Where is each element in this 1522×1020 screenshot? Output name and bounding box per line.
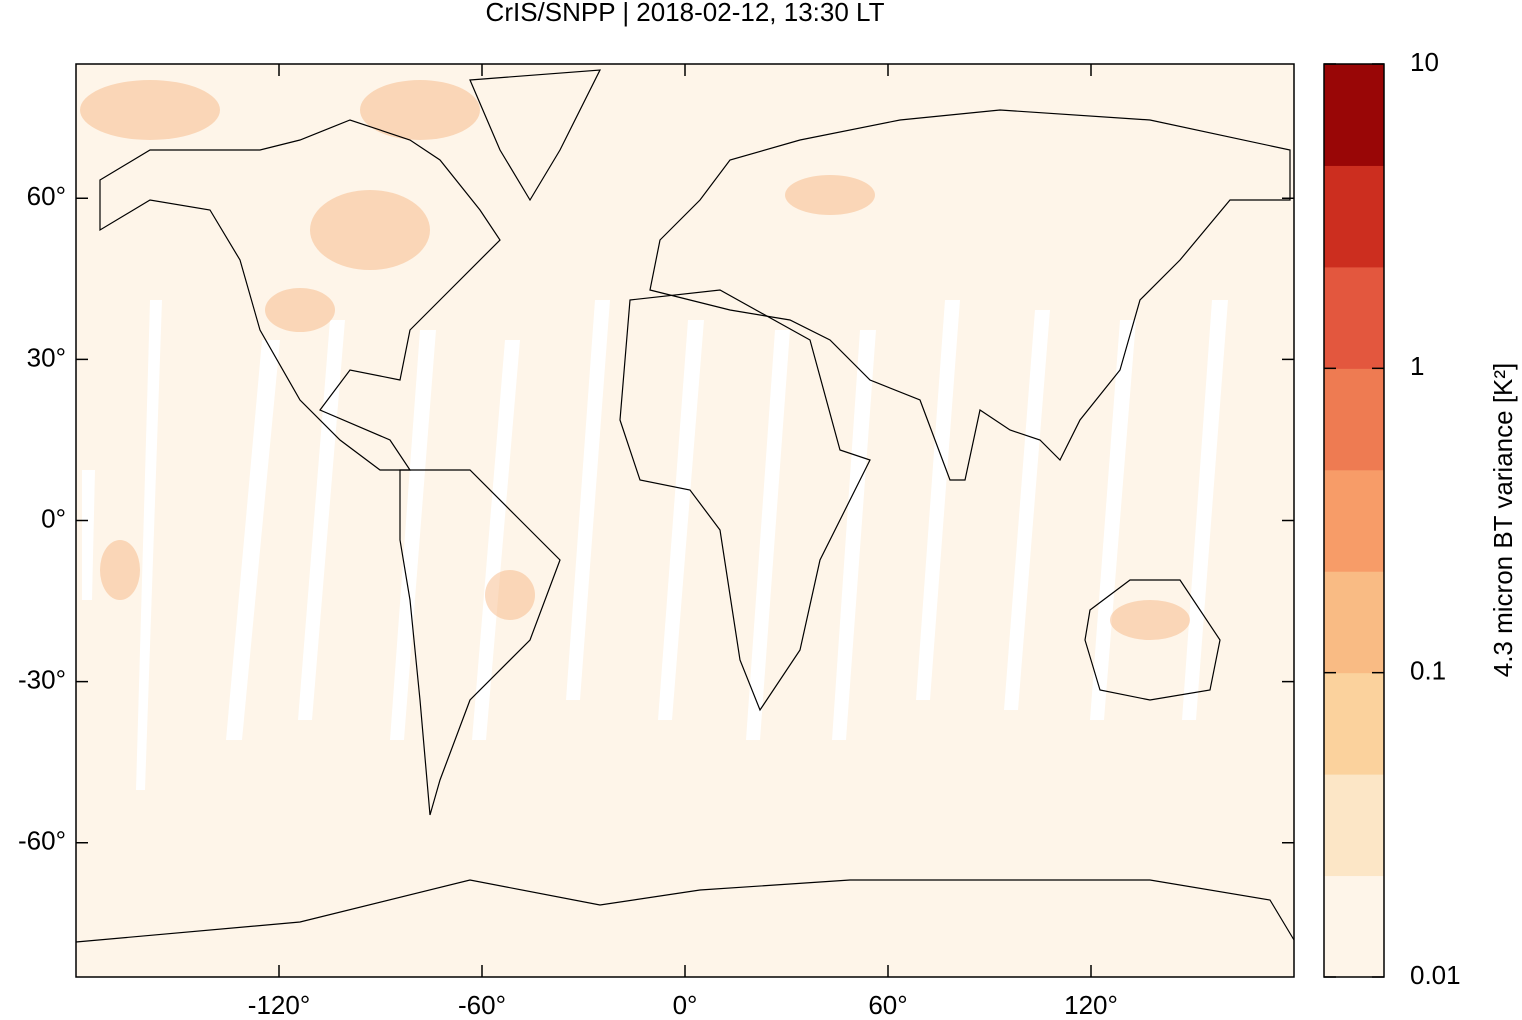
color-band — [1324, 672, 1384, 775]
x-tick-label: -120° — [248, 990, 310, 1020]
y-tick-label: -60° — [18, 826, 66, 856]
y-tick-label: -30° — [18, 664, 66, 694]
color-band — [1324, 165, 1384, 268]
y-tick-label: 30° — [27, 342, 66, 372]
y-tick-label: 0° — [41, 503, 66, 533]
color-band — [1324, 774, 1384, 877]
x-tick-label: 120° — [1064, 990, 1118, 1020]
colorbar-frame — [1323, 63, 1385, 978]
colorbar-tick-label: 0.01 — [1410, 960, 1461, 990]
color-band — [1324, 64, 1384, 166]
colorbar-tick-label: 10 — [1410, 47, 1439, 77]
chart-title: CrIS/SNPP | 2018-02-12, 13:30 LT — [486, 0, 885, 27]
x-tick-label: -60° — [458, 990, 506, 1020]
colorbar-tick-label: 0.1 — [1410, 656, 1446, 686]
colorbar-tick-label: 1 — [1410, 351, 1424, 381]
color-band — [1324, 469, 1384, 572]
data-gaps — [82, 300, 1228, 790]
color-band — [1324, 571, 1384, 674]
variance-patches — [80, 80, 1190, 640]
color-band — [1324, 266, 1384, 369]
color-band — [1324, 875, 1384, 978]
colorbar-label: 4.3 micron BT variance [K²] — [1488, 363, 1518, 678]
y-tick-label: 60° — [27, 181, 66, 211]
x-tick-label: 60° — [868, 990, 907, 1020]
color-band — [1324, 368, 1384, 471]
coastlines — [75, 69, 1295, 943]
x-tick-label: 0° — [673, 990, 698, 1020]
